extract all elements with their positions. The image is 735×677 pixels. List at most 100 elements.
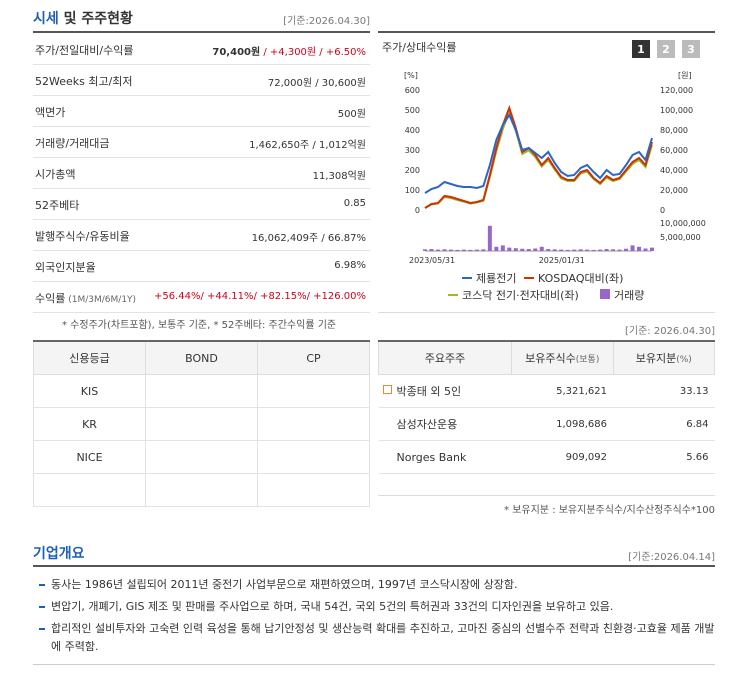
header-cell: 주요주주 (378, 340, 512, 375)
table-row (33, 473, 370, 507)
volume-bar (546, 249, 551, 251)
label-sub: (1M/3M/6M/1Y) (65, 295, 137, 305)
cell: 삼성자산운용 (378, 407, 512, 441)
volume-bar (442, 249, 447, 251)
row-value: 72,000원 / 30,600원 (268, 74, 366, 89)
bullet (39, 606, 45, 608)
volume-bar (461, 249, 466, 251)
row-label: 외국인지분율 (35, 259, 96, 275)
volume-bar (513, 248, 518, 251)
volume-bar (448, 249, 453, 251)
row-label: 주가/전일대비/수익률 (35, 42, 134, 58)
axis-unit: [원] (678, 71, 692, 80)
row-value: 16,062,409주 / 66.87% (252, 229, 366, 244)
chart: 주가/상대수익률 1 2 3 [%] [원] 0 100 200 300 400 500 600 0 20,… (382, 40, 706, 302)
row-label: 발행주식수/유동비율 (35, 228, 130, 244)
header-cell: CP (257, 340, 370, 375)
y2-tick-label: 100,000 (660, 106, 693, 115)
note: * 수정주가(차트포함), 보통주 기준, * 52주베타: 주간수익률 기준 (62, 320, 337, 331)
row-value: 500원 (338, 105, 366, 120)
tab[interactable] (682, 40, 700, 58)
cell: KIS (33, 374, 146, 408)
volume-bar (455, 249, 460, 251)
cell (33, 473, 146, 507)
bullet (39, 628, 45, 630)
tab-label: 1 (637, 43, 645, 56)
label-text: 액면가 (35, 106, 66, 119)
label-text: 수익률 (35, 292, 66, 305)
volume-bar (474, 249, 479, 251)
bullet (39, 584, 45, 586)
rule (33, 31, 370, 33)
label-text: 52Weeks 최고/최저 (35, 75, 133, 88)
header-row: 주요주주 보유주식수(보통) 보유지분(%) (378, 340, 715, 375)
volume-bar (617, 249, 622, 251)
volume-bar (526, 249, 531, 251)
y3-tick-label: 5,000,000 (660, 233, 701, 242)
cell: NICE (33, 440, 146, 474)
table-row: 외국인지분율 6.98% (33, 250, 370, 282)
cell-text: 5.66 (686, 451, 709, 463)
tab[interactable] (657, 40, 675, 58)
header-sub: (보통) (575, 355, 600, 365)
rule (33, 565, 715, 567)
table-row: 발행주식수/유동비율 16,062,409주 / 66.87% (33, 219, 370, 251)
label-text: 52주베타 (35, 199, 80, 212)
legend-swatch (600, 289, 610, 299)
volume-bar (481, 249, 486, 251)
volume-bar (611, 249, 616, 251)
list-item: 동사는 1986년 설립되어 2011년 중전기 사업부문으로 재편하였으며, … (33, 576, 715, 594)
cell (257, 473, 370, 507)
volume-bar (598, 249, 603, 251)
table-row: 수익률 (1M/3M/6M/1Y) +56.44%/ +44.11%/ +82.1… (33, 281, 370, 313)
note: * 보유지분 : 보유지분주식수/지수산정주식수*100 (504, 505, 715, 516)
y2-tick-label: 60,000 (660, 146, 688, 155)
date: [기준:2026.04.30] (283, 16, 370, 27)
header-sub: (%) (676, 355, 692, 365)
label-text: 외국인지분율 (35, 261, 96, 274)
row-label: 거래량/거래대금 (35, 135, 110, 151)
cell (145, 440, 258, 474)
volume-bar (604, 249, 609, 251)
header-cell: 보유지분(%) (612, 340, 715, 375)
row-value: 70,400원 / +4,300원 / +6.50% (212, 43, 366, 58)
volume-bar (650, 247, 654, 251)
volume-bar (552, 249, 557, 251)
cell-text: 1,098,686 (556, 418, 607, 430)
cell: 33.13 (613, 374, 715, 408)
item-text: 합리적인 설비투자와 고숙련 인력 육성을 통해 납기안정성 및 생산능력 확대… (51, 622, 715, 653)
holder-table: 주요주주 보유주식수(보통) 보유지분(%) 박종태 외 5인 5,321,621 33.… (378, 340, 715, 474)
volume-bar (468, 249, 473, 251)
row-value: 11,308억원 (313, 167, 366, 182)
y3-tick-label: 10,000,000 (660, 219, 706, 228)
title-main: 시세 (33, 11, 59, 27)
cell (145, 374, 258, 408)
tab[interactable] (632, 40, 650, 58)
volume-bar (624, 248, 629, 251)
label-text: 주가/전일대비/수익률 (35, 44, 134, 57)
volume-bar (494, 246, 499, 251)
company-list: 동사는 1986년 설립되어 2011년 중전기 사업부문으로 재편하였으며, … (33, 572, 715, 665)
title-rest: 및 주주현황 (58, 11, 133, 27)
date: [기준:2026.04.14] (628, 552, 715, 563)
tab-label: 2 (662, 43, 670, 56)
volume-bar (429, 249, 434, 251)
rule (378, 464, 715, 496)
table-row: 주가/전일대비/수익률 70,400원 / +4,300원 / +6.50% (33, 33, 370, 65)
legend-label: KOSDAQ대비(좌) (538, 272, 623, 285)
date: [기준: 2026.04.30] (624, 326, 715, 337)
row-label: 시가총액 (35, 166, 75, 182)
row-label: 52Weeks 최고/최저 (35, 73, 133, 89)
volume-bar (643, 248, 648, 251)
header-cell: 신용등급 (33, 340, 146, 375)
cell-text: 909,092 (565, 451, 607, 463)
volume-bar (559, 249, 564, 251)
row-value: +56.44%/ +44.11%/ +82.15%/ +126.00% (154, 291, 366, 302)
table-row: KIS (33, 374, 370, 408)
cell-text: 6.84 (686, 418, 709, 430)
cell: 6.84 (613, 407, 715, 441)
item-text: 동사는 1986년 설립되어 2011년 중전기 사업부문으로 재편하였으며, … (51, 578, 518, 591)
volume-bar (487, 225, 492, 251)
header-text: 주요주주 (424, 352, 466, 365)
